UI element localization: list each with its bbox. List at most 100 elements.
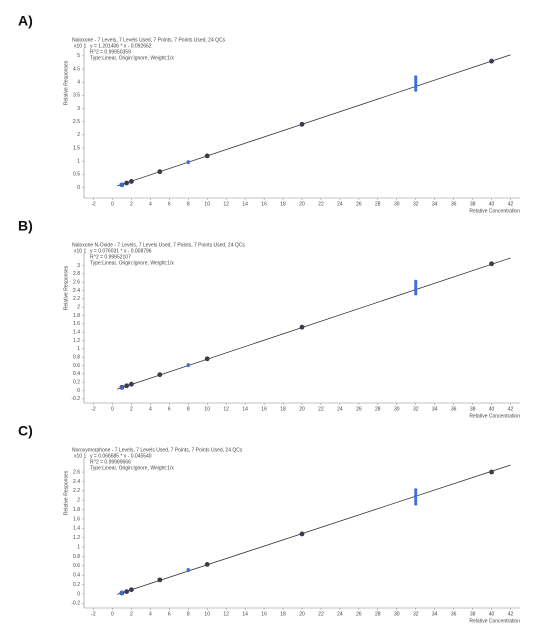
x-tick-label: 20	[299, 611, 305, 617]
y-multiplier: x10 1	[74, 453, 86, 459]
data-point	[299, 121, 305, 127]
x-tick-label: 20	[299, 201, 305, 207]
y-tick-label: 2.4	[73, 288, 80, 294]
x-tick-label: 2	[130, 406, 133, 412]
x-tick-label: 22	[318, 201, 324, 207]
y-tick-label: 2.2	[73, 488, 80, 494]
y-tick-label: 1.2	[73, 535, 80, 541]
data-point	[414, 499, 418, 503]
y-tick-label: 2.6	[73, 469, 80, 475]
x-tick-label: 40	[489, 406, 495, 412]
x-tick-label: 40	[489, 611, 495, 617]
x-tick-label: 16	[261, 406, 267, 412]
y-tick-label: 0.2	[73, 582, 80, 588]
x-tick-label: 34	[432, 611, 438, 617]
x-tick-label: 0	[111, 611, 114, 617]
y-axis-label: Relative Responses	[63, 265, 69, 310]
annotation: y = 0.076031 * x - 0.008796	[90, 248, 152, 254]
y-multiplier: x10 1	[74, 248, 86, 254]
x-tick-label: 4	[149, 201, 152, 207]
chart-title: Noroxymorphone - 7 Levels, 7 Levels Used…	[72, 447, 243, 453]
data-point	[414, 502, 418, 506]
x-tick-label: 12	[223, 201, 229, 207]
y-tick-label: 1	[77, 158, 80, 164]
data-point	[157, 169, 163, 175]
data-point	[120, 183, 124, 187]
x-tick-label: 10	[204, 201, 210, 207]
data-point	[489, 469, 494, 475]
x-tick-label: 2	[130, 611, 133, 617]
y-tick-label: 1	[77, 544, 80, 550]
annotation: Type:Linear, Origin:Ignore, Weight:1/x	[90, 465, 174, 471]
y-tick-label: 1.5	[73, 145, 80, 151]
y-tick-label: 1.8	[73, 507, 80, 513]
data-point	[299, 324, 305, 330]
x-tick-label: 4	[149, 611, 152, 617]
y-axis-label: Relative Responses	[63, 60, 69, 105]
data-point	[414, 282, 418, 286]
y-tick-label: 1.8	[73, 313, 80, 319]
x-tick-label: 42	[508, 406, 514, 412]
x-axis-label: Relative Concentration	[469, 208, 520, 214]
y-tick-label: 2.8	[73, 271, 80, 277]
data-point	[414, 491, 418, 495]
x-tick-label: 14	[242, 406, 248, 412]
annotation: y = 1.201406 * x - 0.092662	[90, 43, 152, 49]
x-tick-label: 28	[375, 406, 381, 412]
y-tick-label: 2	[77, 132, 80, 138]
y-tick-label: 1.2	[73, 338, 80, 344]
annotation: Type:Linear, Origin:Ignore, Weight:1/x	[90, 55, 174, 61]
x-tick-label: -2	[91, 201, 96, 207]
data-point	[204, 562, 210, 567]
x-tick-label: 12	[223, 611, 229, 617]
x-axis-label: Relative Concentration	[469, 413, 520, 419]
x-tick-label: 16	[261, 201, 267, 207]
data-point	[414, 493, 418, 498]
x-tick-label: 18	[280, 201, 286, 207]
x-tick-label: 30	[394, 611, 400, 617]
data-point	[157, 372, 163, 378]
chart-title: Naloxone N-Oxide - 7 Levels, 7 Levels Us…	[72, 242, 245, 248]
y-tick-label: 1.6	[73, 516, 80, 522]
chart-title: Naloxone - 7 Levels, 7 Levels Used, 7 Po…	[72, 37, 226, 43]
x-tick-label: 32	[413, 406, 419, 412]
y-tick-label: 0	[77, 591, 80, 597]
x-tick-label: 8	[187, 201, 190, 207]
x-axis-label: Relative Concentration	[469, 618, 520, 624]
x-tick-label: 8	[187, 611, 190, 617]
data-point	[414, 88, 418, 92]
data-point	[414, 488, 418, 492]
data-point	[414, 85, 418, 90]
panel-label: A)	[18, 13, 33, 29]
x-tick-label: 26	[356, 611, 362, 617]
y-multiplier: x10 1	[74, 43, 86, 49]
y-tick-label: 4	[77, 80, 80, 86]
x-tick-label: 30	[394, 406, 400, 412]
data-point	[204, 153, 210, 159]
y-tick-label: 0.5	[73, 172, 80, 178]
data-point	[414, 292, 418, 296]
y-tick-label: 0.8	[73, 354, 80, 360]
data-point	[120, 386, 124, 391]
x-tick-label: 42	[508, 201, 514, 207]
x-tick-label: 16	[261, 611, 267, 617]
x-tick-label: 32	[413, 201, 419, 207]
data-point	[120, 591, 124, 596]
data-point	[124, 383, 130, 389]
x-tick-label: 32	[413, 611, 419, 617]
y-tick-label: 2	[77, 498, 80, 504]
x-tick-label: 14	[242, 611, 248, 617]
data-point	[124, 180, 130, 186]
x-tick-label: 18	[280, 611, 286, 617]
x-tick-label: 30	[394, 201, 400, 207]
y-tick-label: 1.4	[73, 526, 80, 532]
y-tick-label: 0.4	[73, 371, 80, 377]
chart-panel: A) Naloxone - 7 Levels, 7 Levels Used, 7 …	[18, 13, 520, 215]
annotation: R^2 = 0.99989666	[90, 459, 131, 465]
x-tick-label: 24	[337, 201, 343, 207]
x-tick-label: 36	[451, 201, 457, 207]
x-tick-label: 24	[337, 611, 343, 617]
data-point	[128, 587, 134, 593]
x-tick-label: 26	[356, 406, 362, 412]
